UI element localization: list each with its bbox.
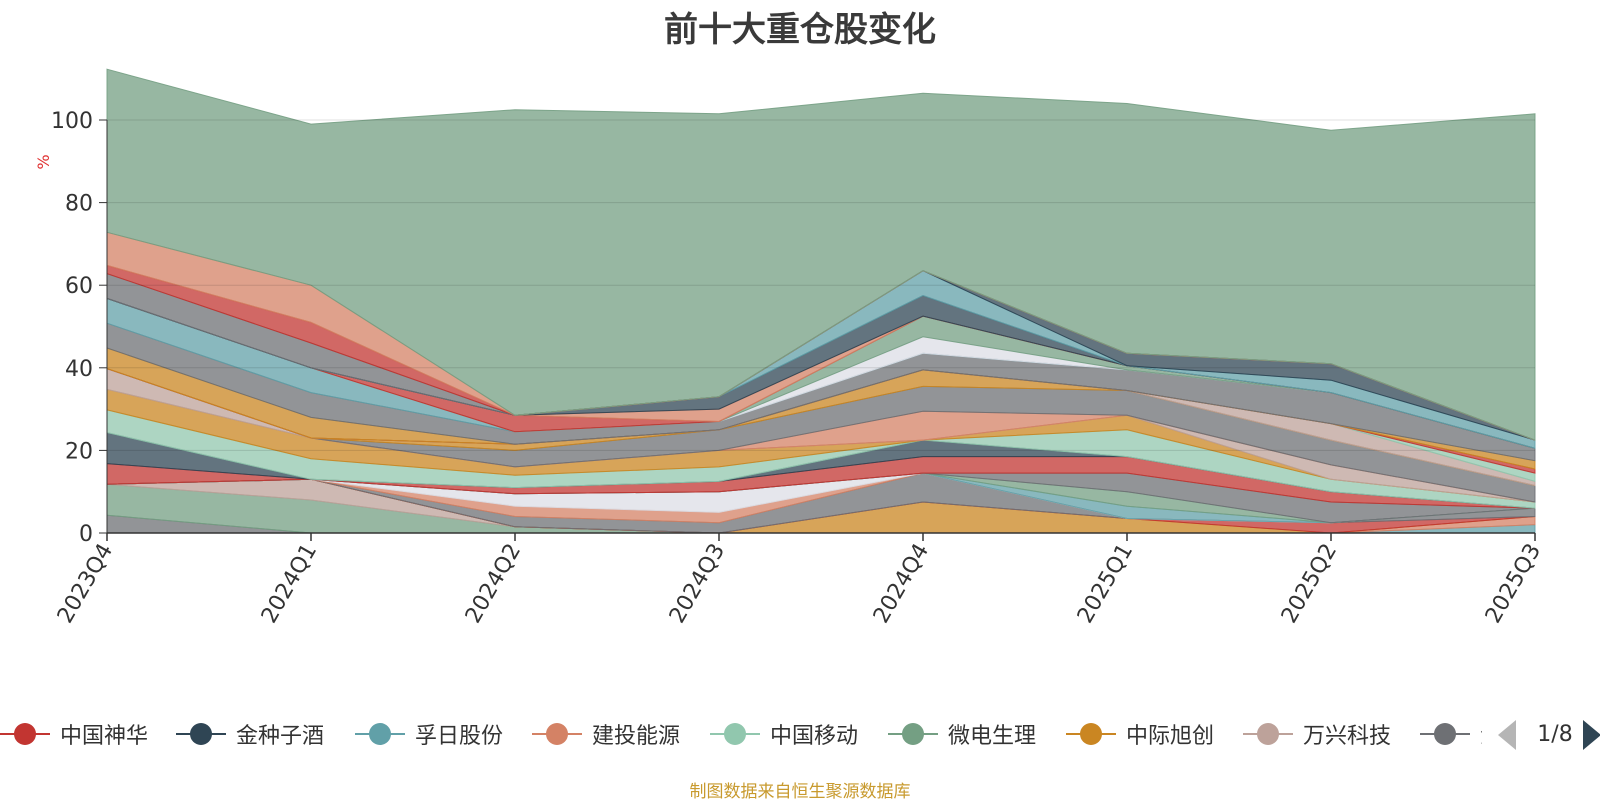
x-tick-label: 2025Q2 <box>1277 540 1342 628</box>
legend-item[interactable]: 汇… <box>1420 716 1482 752</box>
legend-label: 汇… <box>1480 718 1482 750</box>
x-tick-label: 2024Q2 <box>461 540 526 628</box>
legend-label: 中际旭创 <box>1126 724 1215 749</box>
legend-marker-icon <box>710 722 760 746</box>
legend-item[interactable]: 中国神华 <box>0 716 148 752</box>
legend-item[interactable]: 万兴科技 <box>1243 716 1391 752</box>
legend-marker-icon <box>532 722 582 746</box>
y-tick-label: 100 <box>51 109 93 134</box>
legend-label: 建投能源 <box>592 724 681 749</box>
legend-label: 万兴科技 <box>1303 724 1392 749</box>
legend-marker-icon <box>888 722 938 746</box>
legend-item[interactable]: 金种子酒 <box>176 716 324 752</box>
legend-item[interactable]: 建投能源 <box>532 716 680 752</box>
legend-next-icon[interactable] <box>1583 720 1600 750</box>
legend-marker-icon <box>1243 722 1293 746</box>
legend-label: 微电生理 <box>948 724 1037 749</box>
legend-item[interactable]: 孚日股份 <box>355 716 503 752</box>
legend-item[interactable]: 中国移动 <box>710 716 858 752</box>
legend-label: 中国移动 <box>770 724 859 749</box>
y-tick-label: 20 <box>65 439 93 464</box>
legend-marker-icon <box>176 722 226 746</box>
x-tick-label: 2025Q1 <box>1073 540 1138 628</box>
legend-item[interactable]: 中际旭创 <box>1066 716 1214 752</box>
legend-label: 孚日股份 <box>415 724 504 749</box>
legend-viewport: 中国神华 金种子酒 孚日股份 建投能源 中国移动 微电生理 中际旭创 万兴科技 汇… <box>0 716 1482 752</box>
legend-label: 金种子酒 <box>236 724 325 749</box>
x-tick-label: 2025Q3 <box>1481 540 1546 628</box>
y-tick-label: 0 <box>79 522 93 547</box>
y-tick-label: 80 <box>65 192 93 217</box>
x-tick-label: 2024Q1 <box>257 540 322 628</box>
area-chart: 0 20 40 60 80 100% 2023Q4 2024Q1 2024Q2 2024Q3 202… <box>34 68 1546 628</box>
y-tick-label: 40 <box>65 357 93 382</box>
legend-prev-icon[interactable] <box>1498 720 1516 750</box>
legend-item[interactable]: 微电生理 <box>888 716 1036 752</box>
legend-marker-icon <box>0 722 50 746</box>
x-tick-label: 2024Q3 <box>665 540 730 628</box>
x-tick-label: 2023Q4 <box>53 540 118 628</box>
legend-marker-icon <box>1066 722 1116 746</box>
legend-page-indicator: 1/8 <box>1537 722 1573 747</box>
legend-label: 中国神华 <box>60 724 149 749</box>
area-series-37 <box>106 68 1536 441</box>
y-tick-label: 60 <box>65 274 93 299</box>
legend: 中国神华 金种子酒 孚日股份 建投能源 中国移动 微电生理 中际旭创 万兴科技 汇… 1/8 <box>0 716 1600 752</box>
x-tick-label: 2024Q4 <box>869 540 934 628</box>
y-axis-label: % <box>34 154 53 169</box>
legend-marker-icon <box>1420 722 1470 746</box>
source-note: 制图数据来自恒生聚源数据库 <box>689 782 911 802</box>
chart-title: 前十大重仓股变化 <box>664 10 936 50</box>
legend-marker-icon <box>355 722 405 746</box>
